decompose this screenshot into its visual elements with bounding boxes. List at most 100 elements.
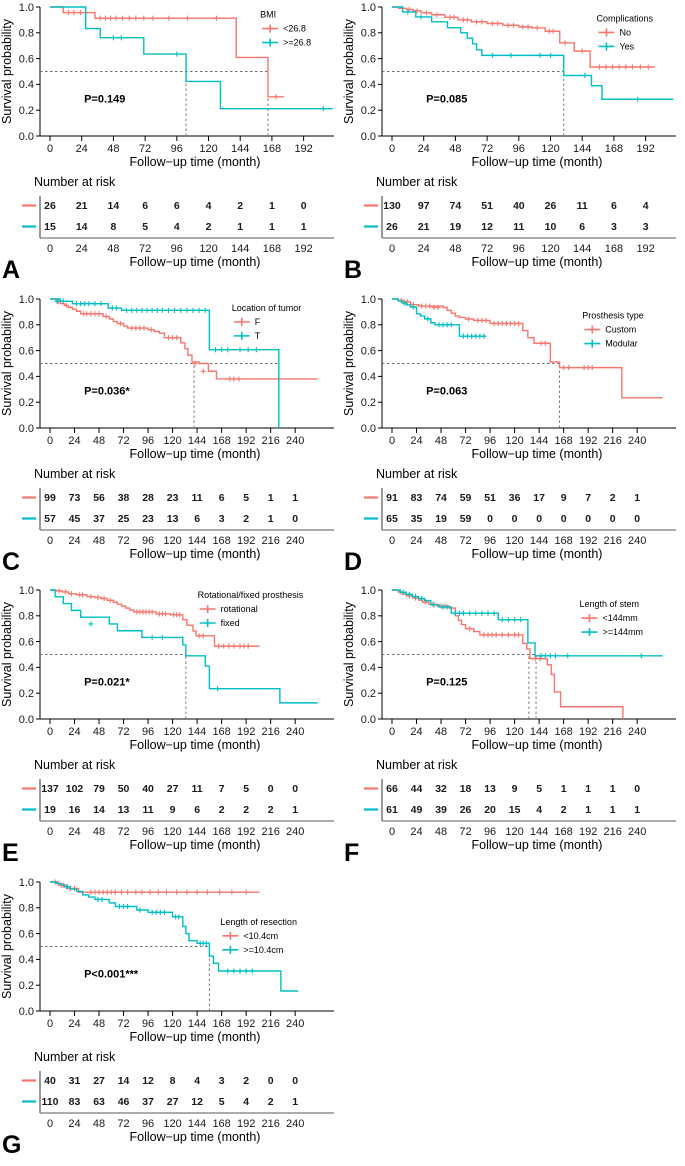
legend-entry-label: >=26.8 <box>283 38 311 48</box>
risk-x-tick-label: 120 <box>163 1118 181 1130</box>
risk-x-tick-label: 120 <box>541 243 559 255</box>
risk-count: 19 <box>44 804 56 816</box>
risk-x-tick-label: 0 <box>389 535 395 547</box>
x-axis-title: Follow−up time (month) <box>472 155 603 169</box>
x-axis: 0 24 48 72 96 120 144 168 192 216 240 Follow−up tim… <box>382 718 676 752</box>
risk-count: 1 <box>634 804 640 816</box>
risk-count: 99 <box>44 492 56 504</box>
x-tick-label: 24 <box>68 726 80 738</box>
x-tick-label: 96 <box>513 143 525 155</box>
risk-count: 11 <box>143 804 154 816</box>
risk-x-tick-label: 48 <box>107 243 119 255</box>
y-tick-label: 1.0 <box>19 876 34 888</box>
y-axis-title: Survival probability <box>342 310 356 416</box>
y-tick-label: 0.6 <box>361 53 376 65</box>
p-value: P=0.149 <box>84 93 125 105</box>
censor-marks-red <box>55 298 242 382</box>
legend: Length of stem <144mm >=144mm <box>579 599 643 637</box>
risk-count: 6 <box>219 492 225 504</box>
y-tick-label: 1.0 <box>361 2 376 14</box>
risk-x-tick-label: 192 <box>636 243 654 255</box>
risk-x-tick-label: 96 <box>513 243 525 255</box>
risk-count: 26 <box>44 200 56 212</box>
risk-count: 3 <box>643 221 649 233</box>
risk-count: 63 <box>93 1096 105 1108</box>
risk-count: 1 <box>634 492 640 504</box>
risk-table-title: Number at risk <box>376 175 458 189</box>
y-tick-label: 1.0 <box>361 585 376 597</box>
risk-count: 12 <box>191 1096 203 1108</box>
risk-count: 0 <box>512 513 518 525</box>
risk-x-tick-label: 216 <box>261 1118 279 1130</box>
risk-count: 50 <box>118 783 130 795</box>
legend-entry-label: Modular <box>605 338 638 348</box>
y-tick-label: 0.2 <box>361 397 376 409</box>
risk-count: 20 <box>484 804 496 816</box>
median-lines <box>382 654 537 719</box>
y-tick-label: 1.0 <box>19 585 34 597</box>
risk-x-tick-label: 168 <box>554 535 572 547</box>
risk-count: 2 <box>206 221 212 233</box>
risk-x-tick-label: 192 <box>237 1118 255 1130</box>
y-tick-label: 0.4 <box>19 79 34 91</box>
panel-D: 0.0 0.2 0.4 0.6 0.8 1.0 Survival probability 0 2… <box>342 292 684 583</box>
risk-x-tick-label: 48 <box>435 826 447 838</box>
legend: Rotational/fixed prosthesis rotational fix… <box>198 590 304 628</box>
risk-count: 23 <box>142 513 154 525</box>
y-tick-label: 0.6 <box>19 345 34 357</box>
censor-marks-red <box>65 9 279 100</box>
risk-count: 1 <box>269 200 275 212</box>
y-tick-label: 0.2 <box>19 688 34 700</box>
risk-x-tick-label: 144 <box>530 826 548 838</box>
x-tick-label: 120 <box>541 143 559 155</box>
risk-count: 25 <box>118 513 130 525</box>
risk-x-tick-label: 168 <box>212 826 230 838</box>
y-axis: 0.0 0.2 0.4 0.6 0.8 1.0 <box>19 585 41 726</box>
legend-entry-label: T <box>255 330 261 340</box>
risk-count: 61 <box>386 804 398 816</box>
risk-count: 66 <box>386 783 398 795</box>
y-tick-label: 1.0 <box>361 293 376 305</box>
legend-entry-label: rotational <box>221 604 258 614</box>
risk-count: 11 <box>513 221 524 233</box>
risk-count: 9 <box>561 492 567 504</box>
panel-letter-B: B <box>344 256 363 284</box>
risk-count: 0 <box>634 783 640 795</box>
risk-x-tick-label: 72 <box>117 826 129 838</box>
p-value: P=0.036* <box>84 385 130 397</box>
x-tick-label: 216 <box>261 726 279 738</box>
median-lines <box>40 654 187 719</box>
risk-count: 12 <box>142 1075 154 1087</box>
risk-count: 28 <box>142 492 154 504</box>
risk-x-tick-label: 240 <box>628 826 646 838</box>
y-tick-label: 0.8 <box>361 319 376 331</box>
risk-x-tick-label: 168 <box>263 243 281 255</box>
risk-count: 110 <box>42 1096 59 1108</box>
y-tick-label: 0.8 <box>19 319 34 331</box>
x-axis: 0 24 48 72 96 120 144 168 192 Follow−up time (mon… <box>40 135 334 169</box>
x-axis: 0 24 48 72 96 120 144 168 192 216 240 Follow−up tim… <box>40 1010 334 1044</box>
risk-x-tick-label: 216 <box>603 826 621 838</box>
x-tick-label: 48 <box>449 143 461 155</box>
risk-count: 13 <box>167 513 179 525</box>
risk-count: 15 <box>44 221 56 233</box>
risk-x-tick-label: 96 <box>171 243 183 255</box>
panel-C-chart: 0.0 0.2 0.4 0.6 0.8 1.0 Survival probability 0 2… <box>0 293 334 561</box>
legend: Prosthesis type Custom Modular <box>582 310 644 348</box>
risk-count: 56 <box>93 492 105 504</box>
x-tick-label: 96 <box>171 143 183 155</box>
risk-count: 6 <box>174 200 180 212</box>
risk-x-tick-label: 0 <box>47 826 53 838</box>
risk-count: 2 <box>610 492 616 504</box>
risk-count: 13 <box>484 783 496 795</box>
x-tick-label: 72 <box>117 726 129 738</box>
risk-x-tick-label: 192 <box>579 535 597 547</box>
risk-count: 1 <box>268 513 274 525</box>
risk-count: 2 <box>219 804 225 816</box>
risk-count: 4 <box>243 1096 249 1108</box>
risk-count: 0 <box>610 513 616 525</box>
risk-count: 27 <box>167 1096 179 1108</box>
median-lines <box>40 945 210 1011</box>
x-tick-label: 96 <box>142 435 154 447</box>
